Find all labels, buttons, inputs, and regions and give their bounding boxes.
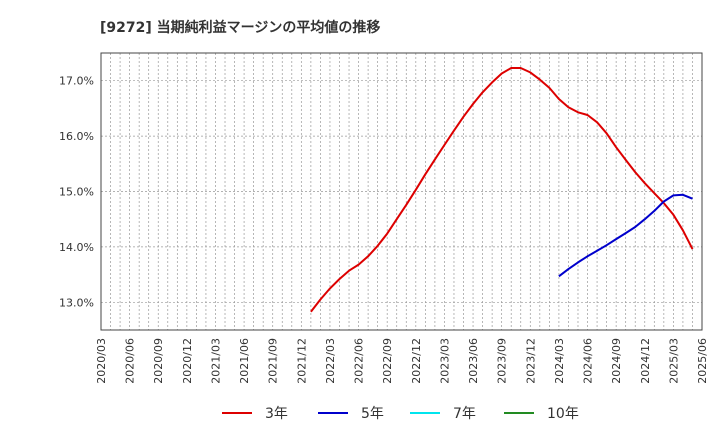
- grid: [101, 53, 702, 330]
- legend: 3年 5年 7年 10年: [222, 406, 579, 422]
- series-line-5年: [558, 193, 693, 278]
- x-tick-label: 2020/12: [181, 338, 194, 384]
- legend-label: 5年: [361, 406, 384, 422]
- series-line-3年: [310, 67, 694, 313]
- x-tick-label: 2022/03: [324, 338, 337, 384]
- plot-area: [100, 52, 703, 331]
- y-tick-label: 16.0%: [59, 130, 94, 143]
- series-lines: [310, 67, 694, 313]
- legend-label: 10年: [547, 406, 579, 422]
- x-tick-label: 2020/03: [95, 338, 108, 384]
- x-tick-label: 2022/09: [381, 338, 394, 384]
- x-tick-label: 2023/06: [467, 338, 480, 384]
- x-tick-label: 2023/12: [524, 338, 537, 384]
- x-tick-label: 2024/09: [610, 338, 623, 384]
- x-tick-label: 2020/06: [124, 338, 137, 384]
- x-tick-label: 2024/12: [639, 338, 652, 384]
- x-tick-label: 2025/06: [696, 338, 709, 384]
- x-tick-label: 2024/06: [582, 338, 595, 384]
- x-tick-label: 2021/12: [295, 338, 308, 384]
- x-tick-label: 2021/03: [209, 338, 222, 384]
- x-tick-label: 2020/09: [152, 338, 165, 384]
- x-tick-label: 2021/09: [267, 338, 280, 384]
- x-tick-label: 2023/03: [438, 338, 451, 384]
- y-tick-label: 13.0%: [59, 296, 94, 309]
- x-tick-label: 2025/03: [667, 338, 680, 384]
- legend-label: 7年: [453, 406, 476, 422]
- y-tick-label: 14.0%: [59, 241, 94, 254]
- x-tick-label: 2024/03: [553, 338, 566, 384]
- x-tick-label: 2021/06: [238, 338, 251, 384]
- x-axis: 2020/03 2020/06 2020/09 2020/12 2021/03 2021/…: [95, 338, 709, 384]
- y-axis: 13.0% 14.0% 15.0% 16.0% 17.0%: [59, 75, 94, 310]
- legend-label: 3年: [265, 406, 288, 422]
- y-tick-label: 15.0%: [59, 186, 94, 199]
- chart-title: [9272] 当期純利益マージンの平均値の推移: [100, 19, 380, 36]
- x-tick-label: 2022/12: [410, 338, 423, 384]
- y-tick-label: 17.0%: [59, 75, 94, 88]
- x-tick-label: 2022/06: [353, 338, 366, 384]
- x-tick-label: 2023/09: [496, 338, 509, 384]
